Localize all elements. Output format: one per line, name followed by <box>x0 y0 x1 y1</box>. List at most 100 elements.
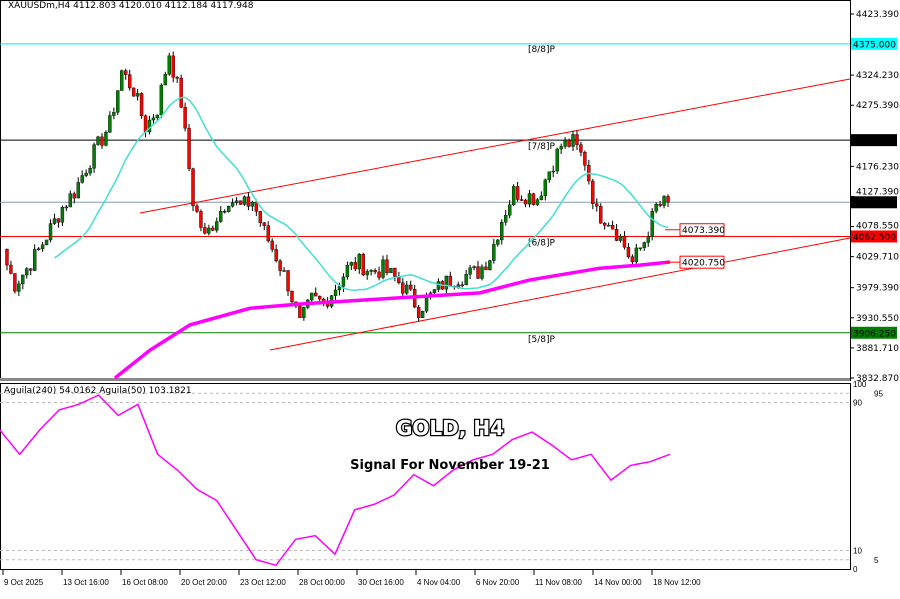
price-badge <box>851 134 897 147</box>
candle <box>472 266 476 269</box>
candle <box>610 225 615 230</box>
candle <box>310 292 314 301</box>
candle <box>290 290 294 303</box>
ma-value-badge <box>679 223 725 237</box>
candle <box>630 256 635 263</box>
level-label: [8/8]P <box>528 45 556 55</box>
x-tick-label: 11 Nov 08:00 <box>535 578 583 587</box>
candle <box>405 284 409 294</box>
candle <box>381 259 385 278</box>
candle <box>515 186 520 200</box>
ma-slow-line <box>113 260 671 380</box>
candle <box>13 273 17 292</box>
candle <box>199 211 203 228</box>
candle <box>21 274 25 285</box>
candle <box>444 275 449 290</box>
price-badge <box>851 37 897 50</box>
candle <box>274 249 278 262</box>
candle <box>337 286 342 291</box>
ma-value-label: 4020.750 <box>682 259 725 269</box>
y-tick-label: 3979.390 <box>856 284 899 294</box>
candle <box>116 90 120 113</box>
overlay-subtitle: Signal For November 19-21 <box>350 458 550 473</box>
candle <box>662 196 666 206</box>
y-tick-label: 4176.230 <box>856 162 899 172</box>
current-price-label: 4117.948 <box>853 199 896 209</box>
candle <box>543 179 548 197</box>
candle <box>32 249 37 271</box>
candle <box>195 205 199 212</box>
candle <box>52 218 57 224</box>
candle <box>183 107 187 129</box>
candle <box>599 206 603 224</box>
y-tick-label: 4127.390 <box>856 187 899 197</box>
candle <box>507 204 512 216</box>
price-badge <box>851 326 897 339</box>
candle <box>9 264 13 274</box>
candle <box>523 199 528 205</box>
candle <box>44 239 49 245</box>
x-tick-label: 13 Oct 16:00 <box>63 578 109 587</box>
candle <box>373 270 377 273</box>
candle <box>527 193 532 205</box>
candle <box>64 206 69 209</box>
candle <box>36 248 41 250</box>
candle <box>591 180 595 204</box>
candle <box>230 202 235 207</box>
candle <box>500 221 504 241</box>
price-badge-label: 4375.000 <box>853 40 896 50</box>
candle <box>361 254 365 276</box>
candle <box>187 127 191 169</box>
candle <box>48 223 53 241</box>
price-badge-label: 4062.500 <box>853 233 896 243</box>
candle <box>179 77 183 108</box>
candle <box>575 134 579 145</box>
candle <box>416 306 421 318</box>
y-tick-label: 4078.550 <box>856 221 899 231</box>
candle <box>571 134 575 147</box>
x-tick-label: 20 Oct 20:00 <box>181 578 227 587</box>
candle <box>460 284 464 286</box>
candle <box>25 268 29 276</box>
candle <box>258 211 263 223</box>
x-tick-label: 28 Oct 00:00 <box>299 578 345 587</box>
candle <box>262 222 266 226</box>
candle <box>84 172 88 176</box>
candle <box>496 239 500 245</box>
candle <box>642 242 646 248</box>
candle <box>40 244 45 249</box>
candle <box>100 136 104 146</box>
candle <box>278 260 282 271</box>
x-tick-label: 18 Nov 12:00 <box>653 578 701 587</box>
price-badge-label: 4218.750 <box>853 137 896 147</box>
candle <box>646 236 650 243</box>
candle <box>112 112 116 116</box>
candle <box>547 171 551 181</box>
candle <box>555 148 559 172</box>
candle <box>606 225 611 227</box>
candle <box>250 201 255 207</box>
candle <box>535 199 540 205</box>
candle <box>56 218 61 223</box>
candle <box>286 270 290 292</box>
candle <box>448 275 453 287</box>
candle <box>60 207 65 223</box>
candle <box>124 70 128 75</box>
candle <box>5 248 9 266</box>
candle <box>420 310 425 318</box>
indicator-panel-frame <box>0 383 851 570</box>
candle <box>203 227 207 234</box>
ma-value-badge <box>679 255 725 269</box>
y-tick-label: 4029.710 <box>856 253 899 263</box>
candle <box>108 115 112 133</box>
candle <box>579 144 583 153</box>
candle <box>349 262 354 266</box>
candle <box>234 200 239 203</box>
candle <box>238 200 243 205</box>
overlay-title: GOLD, H4 <box>396 416 504 440</box>
candle <box>270 240 274 250</box>
candle <box>401 282 405 294</box>
candle <box>519 199 524 201</box>
candle <box>345 265 350 278</box>
